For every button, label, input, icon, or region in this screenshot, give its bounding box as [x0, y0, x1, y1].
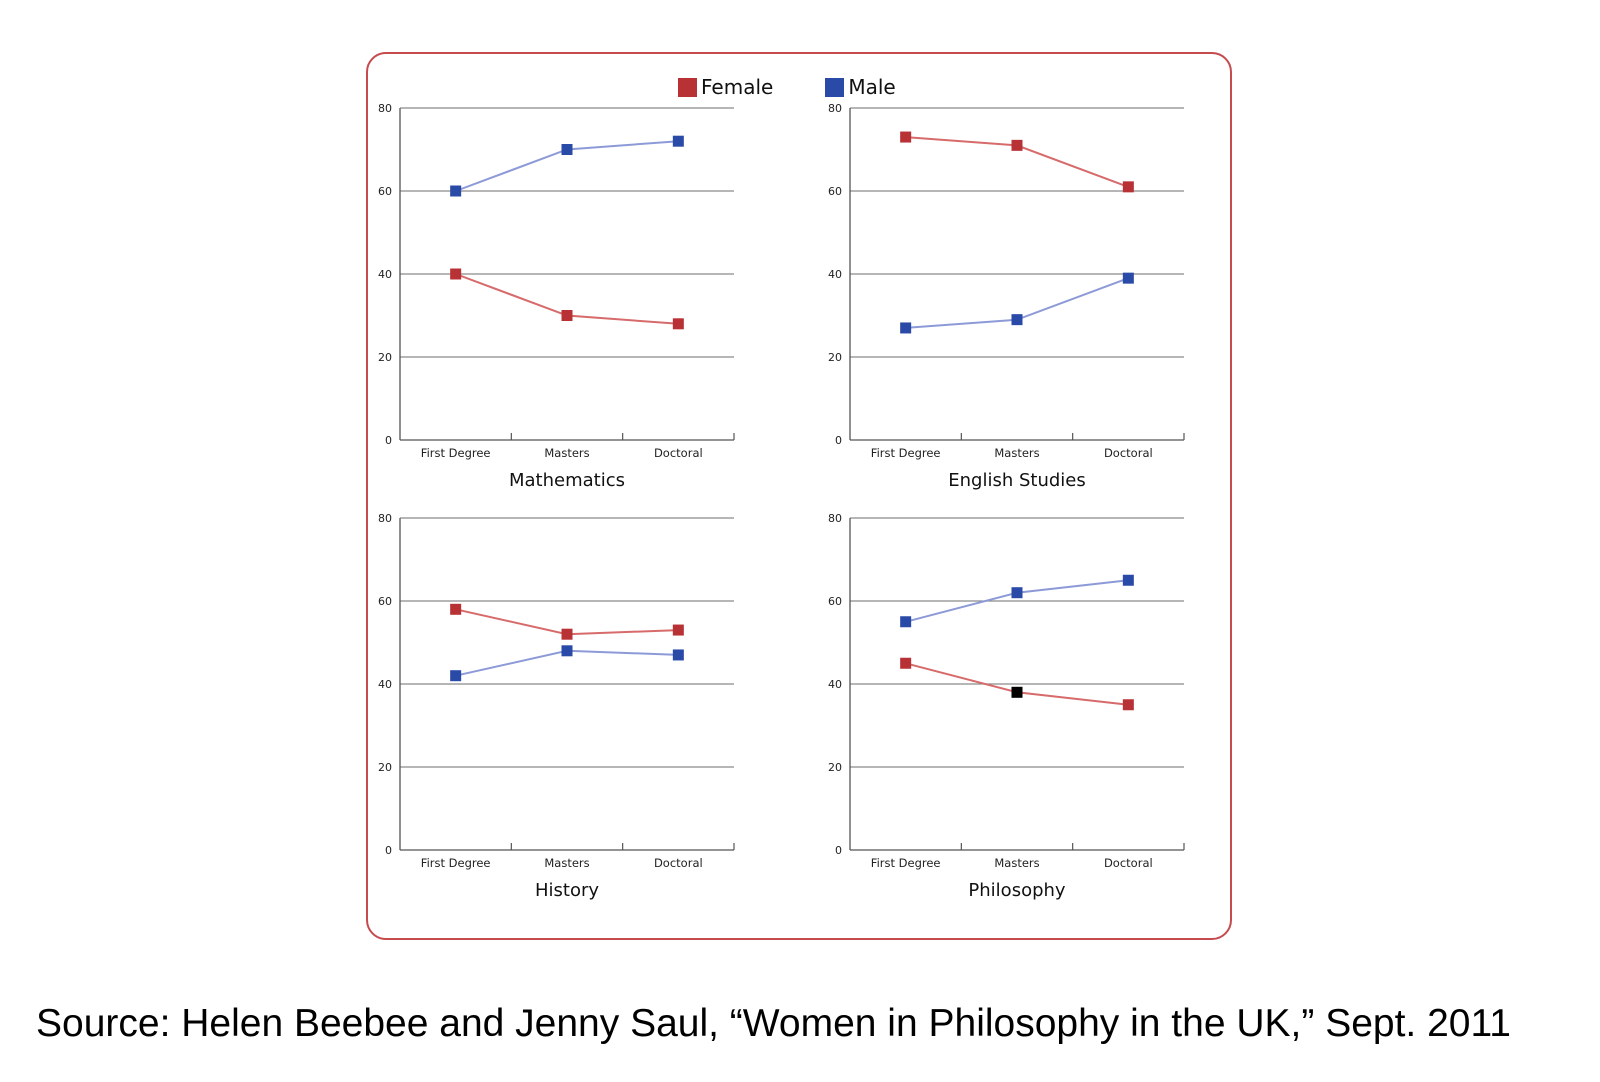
chart-legend: Female Male — [678, 72, 896, 102]
data-point-female — [1122, 699, 1134, 711]
y-tick-label: 60 — [378, 595, 392, 608]
data-point-female — [900, 131, 912, 143]
x-tick-label: Doctoral — [654, 446, 703, 460]
y-tick-label: 80 — [378, 512, 392, 525]
x-tick-label: Doctoral — [1104, 446, 1153, 460]
x-tick-label: Masters — [994, 446, 1039, 460]
y-tick-label: 80 — [828, 512, 842, 525]
y-tick-label: 80 — [378, 102, 392, 115]
y-tick-label: 0 — [835, 434, 842, 447]
data-point-female — [900, 657, 912, 669]
y-tick-label: 60 — [828, 185, 842, 198]
x-tick-label: Masters — [544, 856, 589, 870]
legend-label-female: Female — [701, 75, 774, 99]
data-point-male — [1122, 574, 1134, 586]
x-tick-label: Doctoral — [654, 856, 703, 870]
data-point-female — [450, 268, 462, 280]
chart-history: 0 20 40 60 80 First Degree Masters Doctoral Hist… — [378, 512, 735, 901]
y-tick-label: 40 — [378, 678, 392, 691]
data-point-male — [1011, 314, 1023, 326]
y-tick-label: 60 — [378, 185, 392, 198]
chart-mathematics: 0 20 40 60 80 First Degree Masters Doctoral Math… — [378, 102, 735, 491]
data-point-male — [900, 616, 912, 628]
data-point-female — [1011, 686, 1023, 698]
y-tick-label: 20 — [828, 761, 842, 774]
data-point-female — [1122, 181, 1134, 193]
data-point-female — [1011, 139, 1023, 151]
data-point-female — [672, 318, 684, 330]
data-point-male — [561, 645, 573, 657]
data-point-female — [561, 628, 573, 640]
x-tick-label: Masters — [544, 446, 589, 460]
chart-title: Mathematics — [509, 470, 625, 491]
legend-label-male: Male — [848, 75, 896, 99]
y-tick-label: 0 — [385, 844, 392, 857]
data-point-male — [561, 144, 573, 155]
y-tick-label: 40 — [378, 268, 392, 281]
data-point-female — [672, 624, 684, 636]
data-point-male — [1122, 272, 1134, 284]
chart-title: History — [535, 880, 599, 901]
legend-item-male: Male — [825, 75, 896, 99]
chart-title: English Studies — [948, 470, 1086, 491]
chart-frame — [366, 52, 1232, 940]
legend-item-female: Female — [678, 75, 773, 99]
data-point-male — [900, 322, 912, 334]
data-point-female — [450, 603, 462, 615]
y-tick-label: 20 — [828, 351, 842, 364]
data-point-male — [450, 185, 462, 197]
x-tick-label: First Degree — [421, 446, 491, 460]
chart-title: Philosophy — [968, 880, 1066, 901]
y-tick-label: 60 — [828, 595, 842, 608]
y-tick-label: 80 — [828, 102, 842, 115]
y-tick-label: 40 — [828, 268, 842, 281]
y-tick-label: 20 — [378, 761, 392, 774]
y-tick-label: 0 — [385, 434, 392, 447]
x-tick-label: First Degree — [421, 856, 491, 870]
chart-english-studies: 0 20 40 60 80 First Degree Masters Doctoral Engl… — [828, 102, 1185, 491]
x-tick-label: Doctoral — [1104, 856, 1153, 870]
data-point-male — [672, 135, 684, 147]
source-caption: Source: Helen Beebee and Jenny Saul, “Wo… — [36, 1002, 1511, 1045]
legend-swatch-female — [678, 77, 697, 97]
legend-swatch-male — [825, 77, 845, 97]
data-point-male — [450, 670, 462, 682]
data-point-female — [561, 310, 573, 321]
x-tick-label: First Degree — [871, 446, 941, 460]
x-tick-label: Masters — [994, 856, 1039, 870]
x-tick-label: First Degree — [871, 856, 941, 870]
y-tick-label: 20 — [378, 351, 392, 364]
data-point-male — [1011, 587, 1023, 599]
y-tick-label: 0 — [835, 844, 842, 857]
data-point-male — [672, 649, 684, 661]
y-tick-label: 40 — [828, 678, 842, 691]
chart-philosophy: 0 20 40 60 80 First Degree Masters Doctoral Phil… — [828, 512, 1185, 901]
